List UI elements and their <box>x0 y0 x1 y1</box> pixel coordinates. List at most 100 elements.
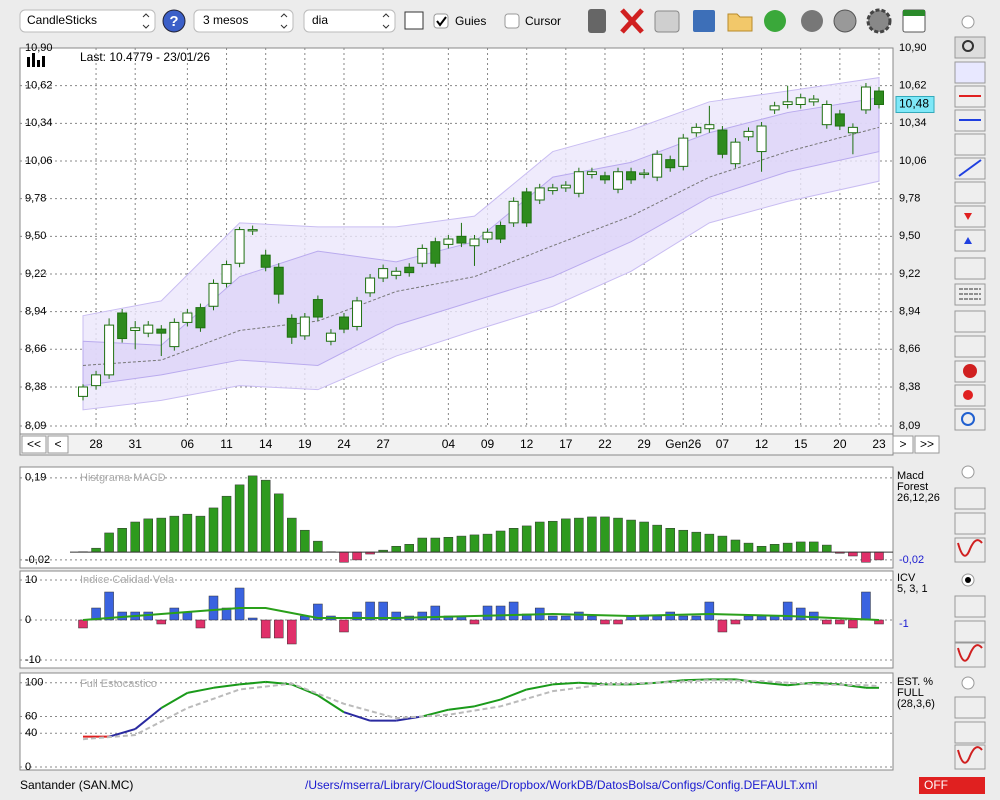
legend-text: Forest <box>897 481 928 493</box>
currency-button[interactable] <box>833 9 857 33</box>
sync-tool[interactable] <box>954 408 986 431</box>
candle-body <box>521 191 532 224</box>
nav-prev-label: < <box>54 437 61 451</box>
percent-tool[interactable] <box>954 310 986 333</box>
candle-body <box>143 324 154 334</box>
y-tick-label-right: 9,50 <box>899 230 920 242</box>
hist-bar <box>339 551 349 563</box>
radio[interactable] <box>961 15 975 29</box>
candle-body <box>104 324 115 376</box>
open-button[interactable] <box>727 13 753 32</box>
settings-button[interactable] <box>866 8 892 34</box>
chart-icon[interactable] <box>404 11 424 30</box>
nav-next[interactable] <box>892 435 914 454</box>
icv-bar <box>587 615 597 621</box>
period-select[interactable] <box>193 9 294 33</box>
tool[interactable] <box>954 595 986 618</box>
x-tick-label: 09 <box>481 437 495 451</box>
band-inner <box>82 97 880 387</box>
help-button[interactable] <box>162 9 186 33</box>
chart-type-select[interactable] <box>19 9 156 33</box>
fibo-tool[interactable] <box>954 181 986 204</box>
icon-record <box>963 390 973 400</box>
candle-body <box>769 105 780 111</box>
candle-body <box>417 247 428 264</box>
icv-bar <box>482 605 493 621</box>
x-tick-label: 23 <box>872 437 886 451</box>
tool[interactable] <box>954 487 986 510</box>
save-button[interactable] <box>693 10 715 32</box>
candle-body <box>599 175 610 181</box>
x-tick-label: 22 <box>598 437 612 451</box>
y-tick-label: 40 <box>25 727 37 739</box>
stoch-panel <box>19 672 894 771</box>
y-tick-label: 8,09 <box>25 420 46 432</box>
interval-select[interactable] <box>303 9 396 33</box>
candle-body <box>626 171 637 181</box>
hist-bar <box>260 479 271 553</box>
hist-bar <box>822 544 832 553</box>
guides-checkbox[interactable] <box>433 13 449 29</box>
candle-body <box>678 137 689 167</box>
state-badge[interactable] <box>919 777 985 794</box>
hist-bar <box>743 542 754 553</box>
y-tick-label: 100 <box>25 677 43 689</box>
candle-body <box>469 238 480 247</box>
x-tick-label: 19 <box>298 437 312 451</box>
tool[interactable] <box>954 620 986 643</box>
nav-last[interactable] <box>914 435 940 454</box>
zoom-button[interactable] <box>954 36 986 59</box>
hist-bar <box>521 525 532 553</box>
refresh-button[interactable] <box>764 10 786 32</box>
tool[interactable] <box>954 512 986 535</box>
percent-lines-tool[interactable] <box>954 335 986 358</box>
hist-bar <box>717 535 728 553</box>
update-button[interactable] <box>801 10 823 32</box>
y-tick-label: 8,94 <box>25 306 46 318</box>
y-tick-label: 60 <box>25 710 37 722</box>
hist-bar <box>313 540 323 553</box>
y-tick-label-right: 8,09 <box>899 420 920 432</box>
y-tick-label: 0,19 <box>25 472 46 484</box>
x-tick-label: 07 <box>716 437 730 451</box>
hist-bar <box>782 542 793 553</box>
state: OFF <box>924 778 948 792</box>
guides-label: Guies <box>455 14 486 28</box>
hist-bar <box>143 518 153 553</box>
signals-tool[interactable] <box>954 257 986 280</box>
chart-tool[interactable] <box>954 61 986 84</box>
y-tick-label-right: 8,94 <box>899 306 920 318</box>
candle-body <box>704 124 715 130</box>
cursor-checkbox[interactable] <box>504 13 520 29</box>
hist-bar <box>600 516 610 553</box>
trash-button[interactable] <box>588 9 606 33</box>
hist-bar <box>208 507 219 553</box>
icv-bar <box>378 601 388 621</box>
stoch-segment <box>108 728 136 738</box>
nav-prev[interactable] <box>47 435 69 454</box>
select-arrow <box>280 13 288 29</box>
radio[interactable] <box>961 676 975 690</box>
y-tick-label: 9,78 <box>25 193 46 205</box>
candle-body <box>795 97 806 105</box>
x-tick-label: 12 <box>755 437 769 451</box>
legend-text: Macd <box>897 470 924 482</box>
tool[interactable] <box>954 696 986 719</box>
tool[interactable] <box>954 721 986 744</box>
print-button[interactable] <box>654 10 680 33</box>
candle-body <box>847 126 858 134</box>
candle-body <box>756 125 767 153</box>
delete-button[interactable] <box>620 8 644 34</box>
radio[interactable] <box>961 465 975 479</box>
config-path[interactable]: /Users/mserra/Library/CloudStorage/Dropb… <box>305 778 817 792</box>
select-arrow <box>142 13 150 29</box>
icv-bar <box>417 611 428 621</box>
channel-tool[interactable] <box>954 133 986 156</box>
candle-body <box>586 171 597 175</box>
icv-bar <box>730 619 741 625</box>
nav-first[interactable] <box>21 435 47 454</box>
bars-icon <box>27 53 45 67</box>
check-mark <box>436 16 447 27</box>
candle-body <box>430 241 441 264</box>
